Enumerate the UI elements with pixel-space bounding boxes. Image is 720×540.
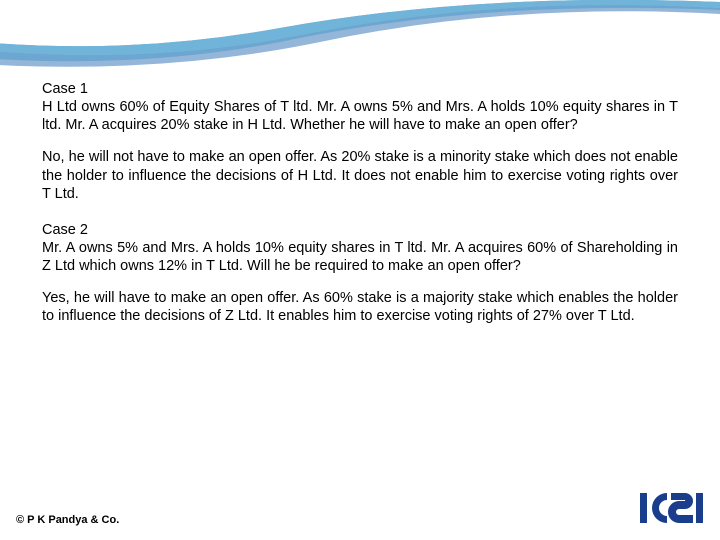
case1-block: Case 1 H Ltd owns 60% of Equity Shares o… — [42, 80, 678, 134]
slide-body: Case 1 H Ltd owns 60% of Equity Shares o… — [42, 80, 678, 343]
case2-question: Mr. A owns 5% and Mrs. A holds 10% equit… — [42, 240, 678, 274]
case2-title: Case 2 — [42, 222, 88, 238]
case2-answer: Yes, he will have to make an open offer.… — [42, 289, 678, 325]
icsi-logo — [638, 489, 706, 532]
case1-question: H Ltd owns 60% of Equity Shares of T ltd… — [42, 99, 678, 133]
case1-answer: No, he will not have to make an open off… — [42, 148, 678, 202]
case1-title: Case 1 — [42, 81, 88, 97]
case2-block: Case 2 Mr. A owns 5% and Mrs. A holds 10… — [42, 221, 678, 275]
footer-copyright: © P K Pandya & Co. — [16, 514, 119, 526]
